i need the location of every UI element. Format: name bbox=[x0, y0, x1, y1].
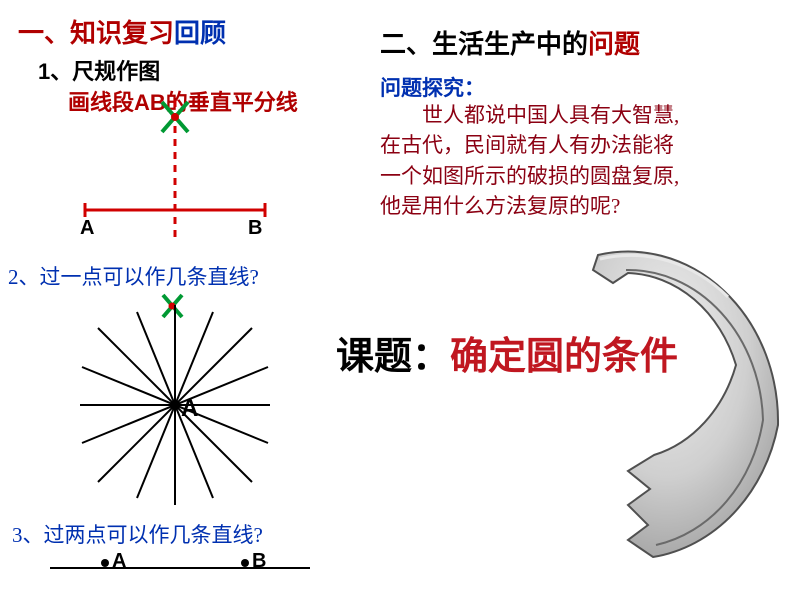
label-A-1: A bbox=[80, 217, 94, 240]
para-line3: 一个如图所示的破损的圆盘复原, bbox=[380, 161, 780, 191]
two-point-line-diagram bbox=[50, 550, 310, 580]
item1-text: 、尺规作图 bbox=[50, 59, 160, 84]
para-line2: 在古代，民间就有人有办法能将 bbox=[380, 130, 780, 160]
title2-suffix: 问题 bbox=[588, 30, 640, 59]
para-line1: 世人都说中国人具有大智慧, bbox=[380, 100, 780, 130]
title1-prefix: 一、知识复习 bbox=[18, 19, 174, 48]
section-1-title: 一、知识复习回顾 bbox=[18, 13, 226, 50]
item1-num: 1 bbox=[38, 59, 50, 84]
explore-label: 问题探究： bbox=[380, 73, 485, 103]
title1-suffix: 回顾 bbox=[174, 19, 226, 48]
section-2-title: 二、生活生产中的问题 bbox=[380, 24, 640, 61]
ray-group bbox=[80, 305, 270, 505]
question-3: 3、过两点可以作几条直线? bbox=[12, 520, 263, 550]
label-B-1: B bbox=[248, 217, 262, 240]
label-B-3: B bbox=[252, 550, 266, 573]
para-line4: 他是用什么方法复原的呢? bbox=[380, 191, 780, 221]
explore-paragraph: 世人都说中国人具有大智慧, 在古代，民间就有人有办法能将 一个如图所示的破损的圆… bbox=[380, 100, 780, 222]
label-A-2: A bbox=[181, 395, 198, 423]
item1: 1、尺规作图 bbox=[38, 54, 160, 86]
broken-disc-diagram bbox=[478, 235, 788, 565]
star-lines-diagram bbox=[50, 285, 300, 515]
lesson-label: 课题： bbox=[336, 336, 450, 378]
title2-prefix: 二、生活生产中的 bbox=[380, 30, 588, 59]
label-A-3: A bbox=[112, 550, 126, 573]
